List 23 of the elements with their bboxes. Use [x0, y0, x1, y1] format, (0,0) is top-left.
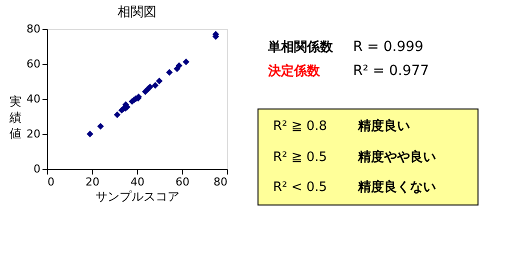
text: R = 0.999 — [353, 39, 424, 55]
text: 精度やや良い — [357, 149, 436, 165]
x-axis-title: サンプルスコア — [96, 190, 180, 204]
text: R² ≧ 0.5 — [273, 150, 328, 165]
x-tick-label: 80 — [214, 176, 228, 188]
text: R² < 0.5 — [273, 180, 328, 195]
text: 精度良い — [357, 118, 410, 134]
y-tick-label: 40 — [26, 92, 40, 106]
x-tick-label: 20 — [86, 176, 100, 188]
x-tick-label: 60 — [176, 176, 190, 188]
y-tick-label: 60 — [26, 58, 40, 70]
x-tick-label: 0 — [48, 176, 54, 188]
text: 単相関係数 — [267, 40, 334, 55]
y-tick-label: 80 — [26, 22, 40, 36]
y-tick-label: 0 — [34, 162, 40, 176]
text: R² = 0.977 — [353, 63, 430, 79]
y-tick-label: 20 — [26, 128, 40, 140]
text: R² ≧ 0.8 — [273, 119, 328, 134]
y-axis-title: 実績値 — [8, 94, 22, 140]
x-tick-label: 40 — [130, 176, 144, 188]
text: 決定係数 — [267, 63, 321, 79]
text: 精度良くない — [357, 179, 436, 195]
chart-title: 相関図 — [118, 5, 156, 20]
